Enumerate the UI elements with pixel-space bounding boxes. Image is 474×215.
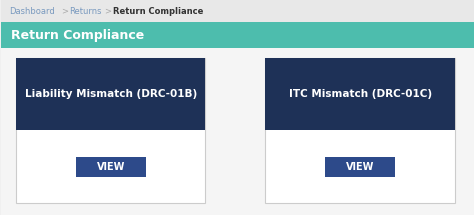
- Text: VIEW: VIEW: [346, 161, 374, 172]
- FancyBboxPatch shape: [1, 22, 474, 48]
- Text: Return Compliance: Return Compliance: [113, 6, 203, 15]
- Text: Returns: Returns: [69, 6, 101, 15]
- Text: >: >: [61, 6, 68, 15]
- Text: Return Compliance: Return Compliance: [11, 29, 144, 41]
- Text: Liability Mismatch (DRC-01B): Liability Mismatch (DRC-01B): [25, 89, 197, 99]
- FancyBboxPatch shape: [16, 58, 206, 130]
- Text: VIEW: VIEW: [97, 161, 125, 172]
- FancyBboxPatch shape: [16, 58, 206, 203]
- Text: ITC Mismatch (DRC-01C): ITC Mismatch (DRC-01C): [289, 89, 432, 99]
- FancyBboxPatch shape: [76, 157, 146, 177]
- FancyBboxPatch shape: [325, 157, 395, 177]
- FancyBboxPatch shape: [1, 0, 474, 22]
- FancyBboxPatch shape: [1, 48, 474, 215]
- FancyBboxPatch shape: [265, 58, 455, 130]
- FancyBboxPatch shape: [265, 58, 455, 203]
- Text: Dashboard: Dashboard: [9, 6, 55, 15]
- Text: >: >: [104, 6, 111, 15]
